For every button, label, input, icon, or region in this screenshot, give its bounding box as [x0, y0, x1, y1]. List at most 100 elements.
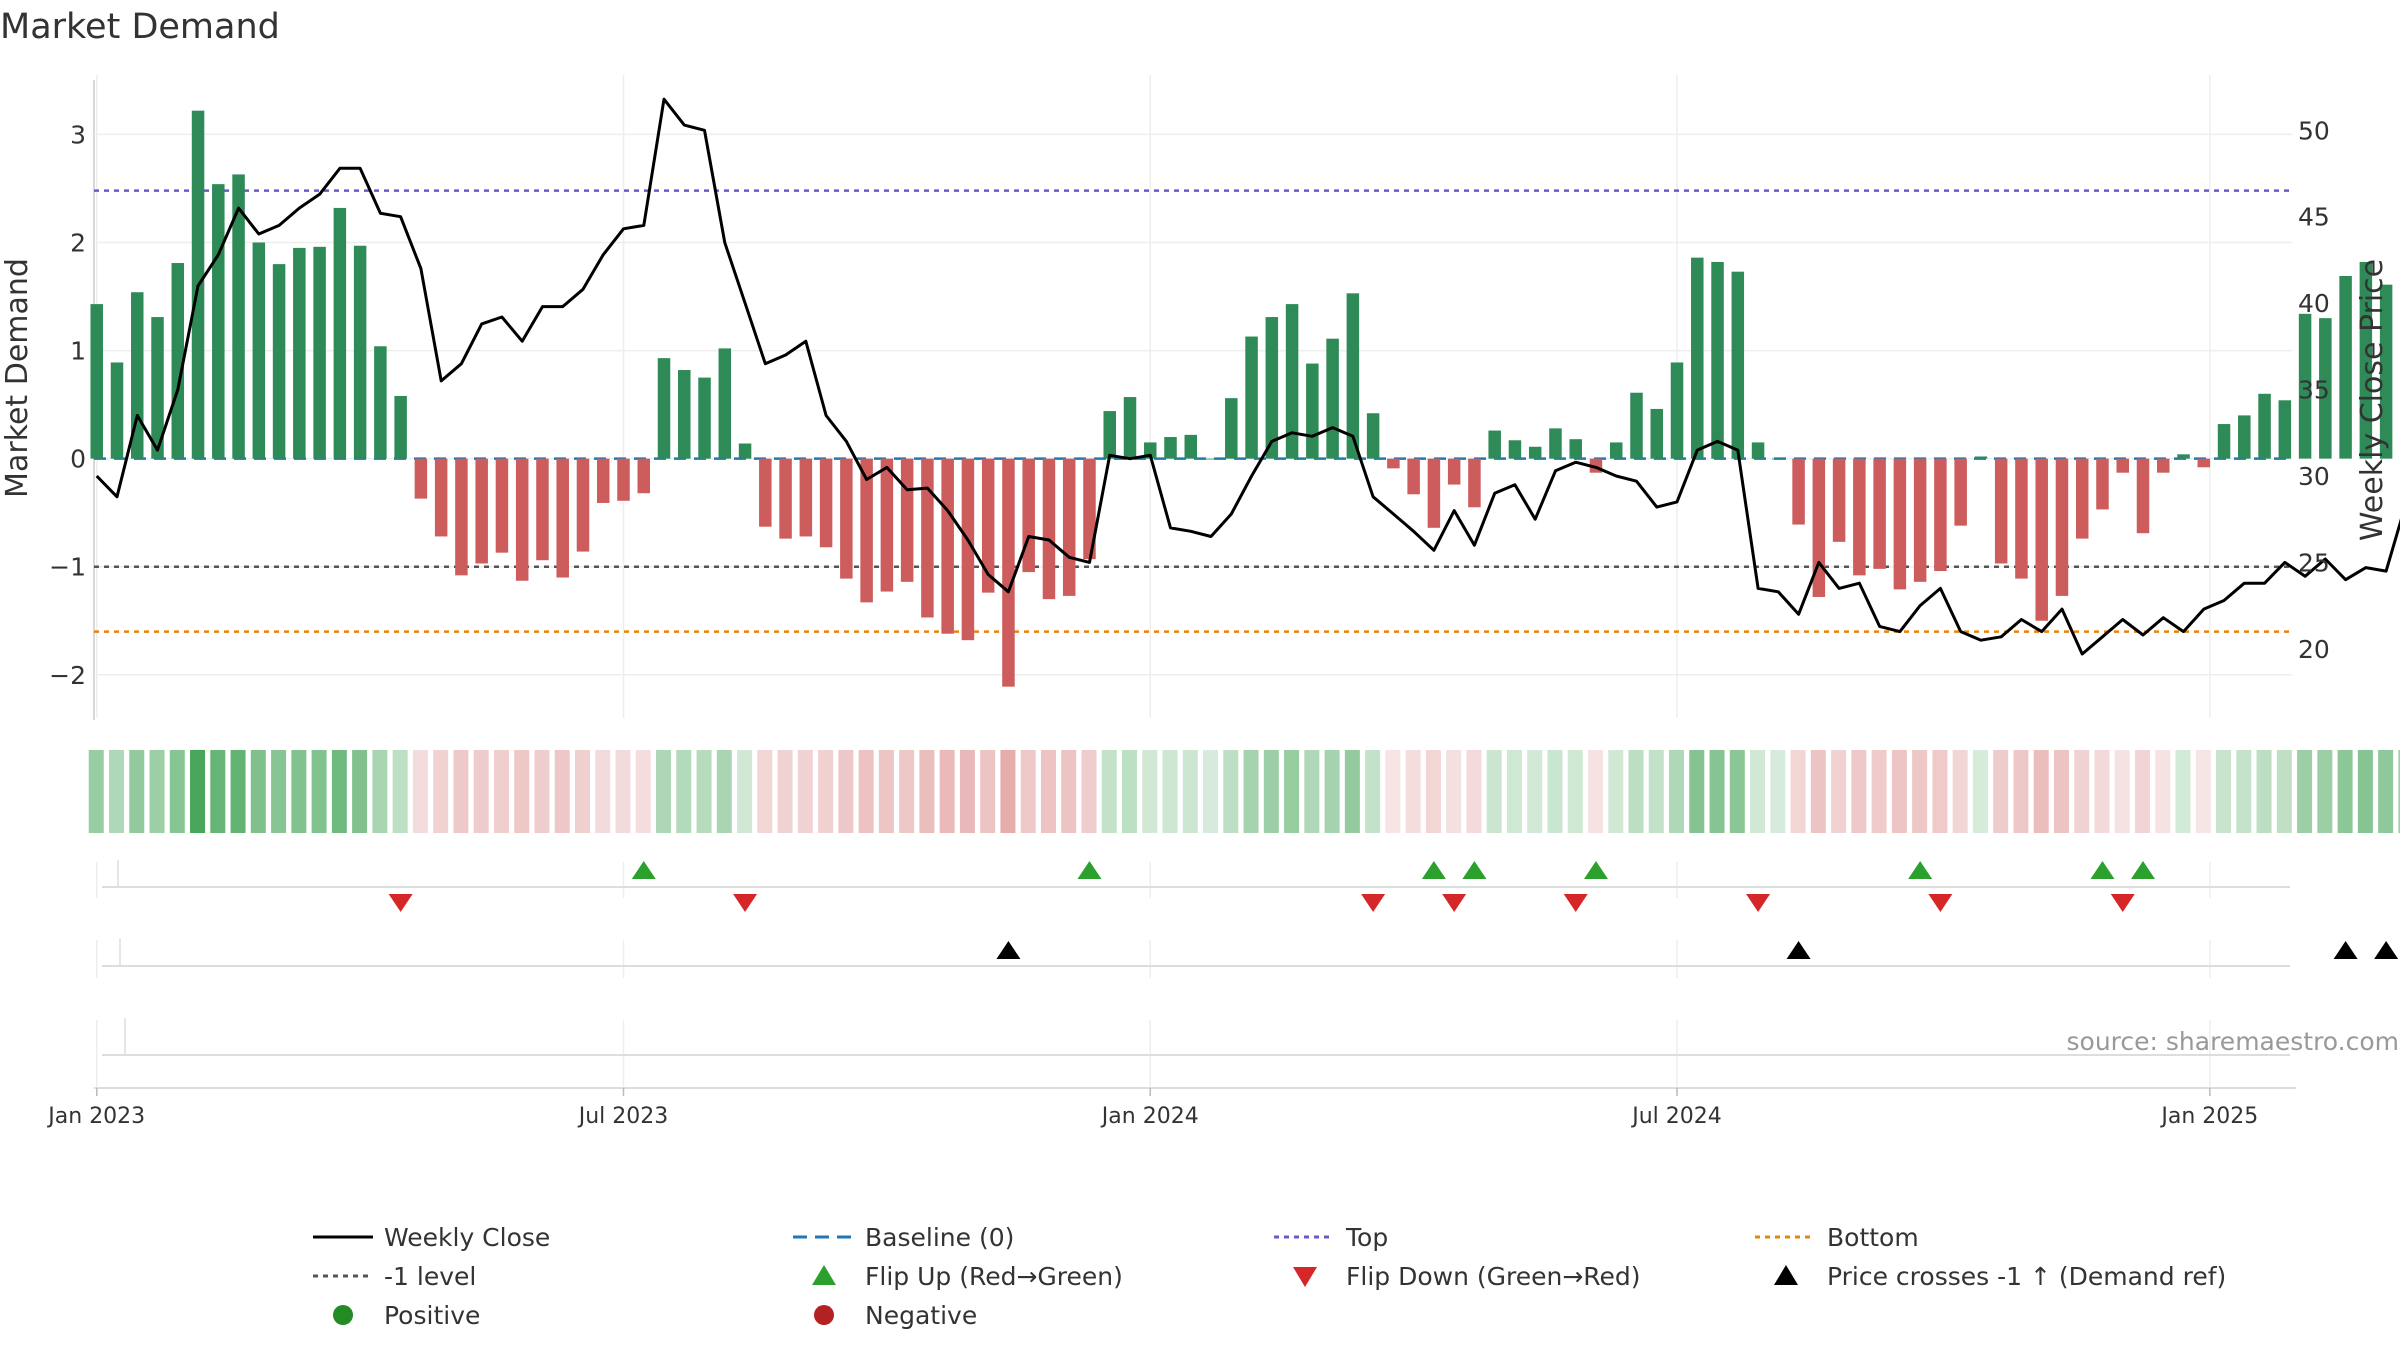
y2-tick-label: 40 [2298, 289, 2330, 318]
heat-cell [2378, 750, 2394, 833]
demand-bar [1812, 458, 1826, 597]
heat-cell [88, 750, 104, 833]
heat-cell [1790, 750, 1806, 833]
heat-cell [1729, 750, 1745, 833]
heat-cell [230, 750, 246, 833]
legend: Weekly Close Baseline (0) Top Bottom -1 … [313, 1223, 2226, 1330]
demand-bar [1184, 434, 1198, 459]
legend-weekly-close: Weekly Close [313, 1223, 550, 1252]
demand-bar [2278, 400, 2292, 459]
demand-bar [536, 458, 549, 561]
demand-bar [2258, 393, 2271, 459]
legend-price-cross: Price crosses -1 ↑ (Demand ref) [1774, 1262, 2226, 1291]
heat-cell [1061, 750, 1077, 833]
heat-cell [129, 750, 145, 833]
demand-bar [2238, 415, 2251, 459]
demand-bar [2096, 458, 2109, 510]
heat-cell [1040, 750, 1056, 833]
flip-down-marker [388, 894, 413, 912]
left-axis-ticks: −2 −1 0 1 2 3 [49, 120, 86, 689]
heat-cell [818, 750, 834, 833]
demand-bar [455, 458, 468, 576]
heat-cell [1243, 750, 1259, 833]
heat-cell [1446, 750, 1462, 833]
heat-cell [2175, 750, 2191, 833]
demand-bar [1447, 458, 1461, 485]
demand-bar [1062, 458, 1076, 596]
demand-bar [1893, 458, 1907, 590]
y2-tick-label: 20 [2298, 635, 2330, 664]
flip-up-icon [812, 1265, 836, 1285]
heat-cell [2398, 750, 2400, 833]
demand-bar [2217, 424, 2231, 459]
heat-cell [2155, 750, 2171, 833]
legend-baseline: Baseline (0) [793, 1223, 1014, 1252]
demand-bar [556, 458, 569, 578]
signal-markers [388, 861, 2399, 959]
heat-cell [1365, 750, 1381, 833]
flip-up-marker [1421, 861, 1446, 879]
legend-positive: Positive [333, 1301, 480, 1330]
heat-cell [1284, 750, 1300, 833]
legend-top-label: Top [1345, 1223, 1388, 1252]
y2-tick-label: 30 [2298, 462, 2330, 491]
price-cross-marker [1786, 941, 1811, 959]
price-cross-marker [2374, 941, 2399, 959]
heat-cell [1425, 750, 1441, 833]
heat-cell [1972, 750, 1988, 833]
demand-bar [2075, 458, 2089, 539]
legend-top: Top [1274, 1223, 1388, 1252]
legend-flip-down: Flip Down (Green→Red) [1293, 1262, 1641, 1291]
price-cross-marker [996, 941, 1021, 959]
demand-bar [1792, 458, 1805, 525]
flip-up-marker [631, 861, 656, 879]
demand-bar [1346, 293, 1360, 459]
heat-cell [412, 750, 428, 833]
price-cross-icon [1774, 1265, 1798, 1285]
heat-cell [858, 750, 874, 833]
demand-bar [495, 458, 509, 553]
y-tick-label: 3 [70, 120, 86, 149]
x-axis-ticks: Jan 2023 Jul 2023 Jan 2024 Jul 2024 Jan 2025… [46, 1088, 2258, 1129]
heat-cell [2216, 750, 2232, 833]
demand-bar [1650, 408, 1664, 459]
demand-bar [1711, 261, 1724, 459]
heat-cell [939, 750, 955, 833]
demand-bars [90, 110, 2393, 687]
demand-bar [819, 458, 833, 548]
demand-bar [2157, 458, 2170, 473]
heat-cell [1628, 750, 1644, 833]
heat-cell [271, 750, 287, 833]
demand-bar [1407, 458, 1420, 495]
heat-cell [291, 750, 307, 833]
y2-tick-label: 35 [2298, 376, 2330, 405]
heat-cell [554, 750, 570, 833]
demand-bar [1569, 439, 1582, 459]
demand-bar [617, 458, 630, 501]
legend-bottom-label: Bottom [1827, 1223, 1919, 1252]
heat-cell [453, 750, 469, 833]
demand-bar [1265, 317, 1279, 459]
demand-bar [596, 458, 610, 503]
demand-bar [2359, 261, 2373, 459]
demand-bar [1751, 442, 1765, 459]
legend-flip-up-label: Flip Up (Red→Green) [865, 1262, 1123, 1291]
demand-bar [779, 458, 792, 539]
legend-negative: Negative [814, 1301, 977, 1330]
heat-cell [676, 750, 692, 833]
heat-cell [190, 750, 206, 833]
demand-bar [576, 458, 590, 552]
demand-bar [961, 458, 975, 641]
demand-bar [1285, 304, 1299, 459]
demand-bar [2116, 458, 2129, 473]
y-tick-label: 0 [70, 445, 86, 474]
flip-down-marker [733, 894, 758, 912]
demand-bar [2136, 458, 2150, 534]
heat-cell [2317, 750, 2333, 833]
demand-bar [1528, 446, 1542, 459]
heat-cell [1162, 750, 1178, 833]
y-tick-label: −1 [49, 553, 86, 582]
demand-bar [1549, 428, 1562, 459]
heat-cell [1587, 750, 1603, 833]
demand-bar [637, 458, 651, 494]
